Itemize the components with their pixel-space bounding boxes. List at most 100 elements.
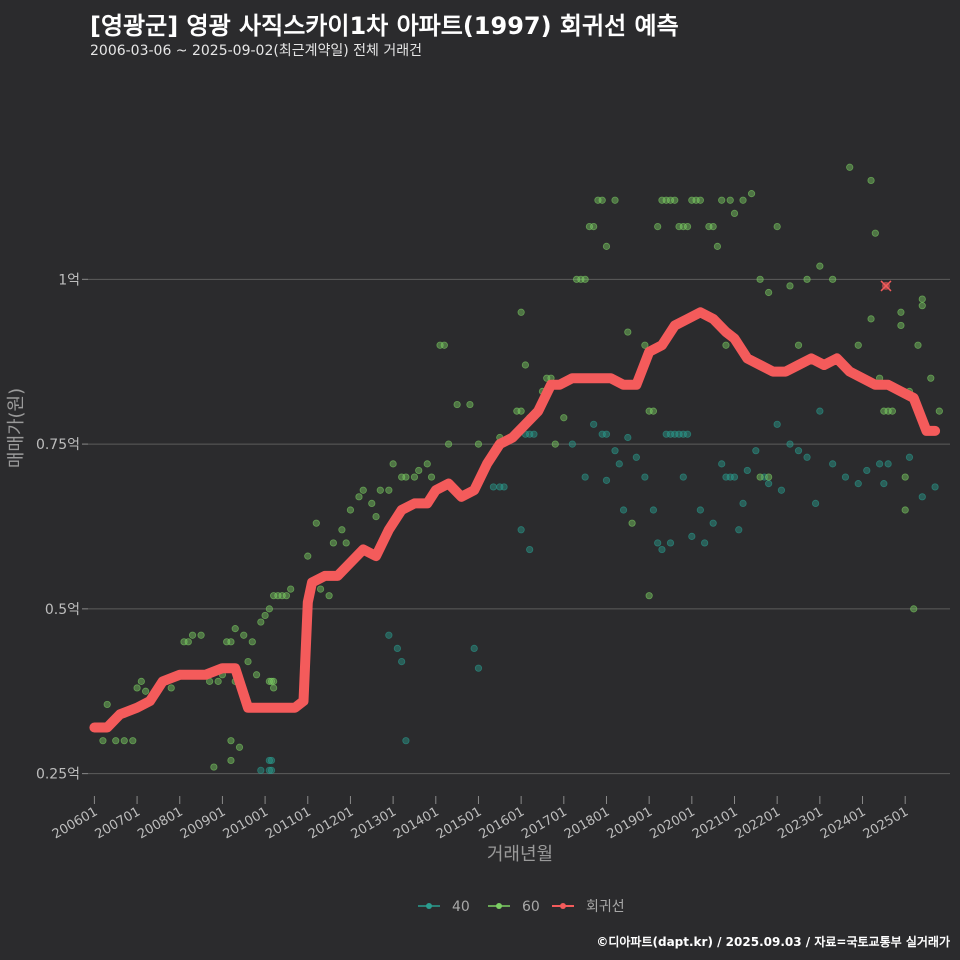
x-tick-label: 201201	[306, 804, 356, 842]
data-point-60	[910, 605, 918, 613]
data-point-60	[265, 605, 273, 613]
x-axis-title: 거래년월	[487, 844, 553, 865]
data-point-60	[709, 222, 717, 231]
data-point-60	[756, 275, 764, 283]
data-point-60	[628, 519, 636, 527]
data-point-40	[743, 466, 751, 475]
legend-label: 60	[522, 899, 540, 915]
data-point-60	[713, 242, 722, 250]
data-point-60	[888, 407, 896, 415]
data-point-60	[747, 190, 756, 198]
data-point-60	[112, 737, 120, 745]
legend: 40 60 회귀선	[418, 899, 625, 915]
data-point-60	[918, 295, 926, 303]
data-point-60	[683, 222, 692, 231]
data-point-60	[227, 756, 235, 765]
data-point-60	[590, 222, 598, 231]
data-point-60	[346, 506, 355, 514]
x-tick-label: 201801	[562, 804, 612, 842]
data-point-60	[560, 414, 568, 422]
data-point-40	[803, 453, 811, 461]
data-point-60	[927, 374, 935, 382]
legend-item-40: 40	[418, 899, 470, 915]
x-tick-label: 201401	[391, 804, 441, 842]
data-point-60	[914, 341, 922, 349]
data-point-60	[624, 328, 632, 336]
data-point-60	[188, 631, 197, 639]
data-point-60	[649, 407, 658, 415]
data-point-40	[641, 473, 649, 481]
x-tick-label: 200901	[178, 804, 228, 842]
data-point-60	[231, 625, 239, 633]
data-point-40	[526, 545, 534, 554]
data-point-40	[615, 460, 623, 468]
data-point-40	[863, 466, 871, 475]
data-point-60	[854, 341, 862, 349]
data-point-40	[649, 506, 658, 514]
data-point-60	[282, 592, 291, 600]
data-point-60	[901, 506, 909, 514]
data-point-60	[402, 473, 410, 481]
data-point-40	[530, 430, 538, 438]
data-point-60	[671, 196, 679, 204]
data-point-60	[867, 315, 875, 323]
data-point-60	[338, 526, 346, 534]
data-point-40	[257, 766, 265, 774]
data-point-60	[325, 592, 333, 600]
data-point-40	[517, 526, 525, 534]
data-point-60	[641, 341, 649, 349]
data-point-60	[252, 671, 261, 679]
x-tick-label: 200601	[50, 804, 100, 842]
data-point-40	[718, 460, 726, 468]
data-point-40	[829, 460, 837, 468]
data-point-60	[415, 466, 423, 475]
legend-swatch-dot	[426, 903, 432, 909]
data-point-60	[359, 486, 367, 494]
data-point-60	[214, 677, 222, 685]
data-point-60	[897, 321, 905, 330]
data-point-60	[765, 288, 773, 297]
legend-label: 40	[452, 899, 470, 915]
x-tick-label: 202101	[690, 804, 740, 842]
scatter-points	[99, 163, 943, 774]
data-point-40	[474, 664, 483, 672]
data-point-60	[726, 196, 734, 204]
x-tick-label: 201601	[477, 804, 527, 842]
data-point-40	[624, 433, 632, 442]
data-point-60	[602, 242, 611, 250]
data-point-60	[440, 341, 448, 349]
data-point-60	[312, 519, 320, 527]
data-point-60	[829, 275, 837, 283]
data-point-60	[270, 684, 278, 692]
chart-subtitle: 2006-03-06 ~ 2025-09-02(최근계약일) 전체 거래건	[90, 43, 422, 59]
y-tick-label: 1억	[58, 272, 80, 288]
data-point-60	[453, 400, 461, 409]
data-point-40	[500, 483, 508, 491]
data-point-40	[666, 539, 675, 547]
data-point-60	[261, 611, 269, 620]
x-tick-label: 201101	[263, 804, 313, 842]
data-point-60	[240, 631, 248, 639]
data-point-60	[427, 473, 436, 481]
source-caption: ©디아파트(dapt.kr) / 2025.09.03 / 자료=국토교통부 실…	[596, 935, 950, 949]
data-point-60	[267, 677, 276, 685]
data-point-40	[816, 407, 824, 415]
data-point-60	[773, 222, 781, 231]
y-tick-labels: 0.25억 0.5억 0.75억 1억	[36, 272, 80, 782]
legend-swatch-dot	[496, 903, 502, 909]
data-point-40	[581, 473, 589, 481]
data-point-40	[602, 430, 611, 438]
data-point-60	[901, 473, 909, 481]
grid-layer	[82, 278, 950, 804]
data-point-60	[342, 539, 350, 547]
data-point-60	[103, 700, 111, 709]
data-point-60	[184, 638, 192, 646]
data-point-40	[265, 756, 273, 765]
data-point-60	[598, 196, 606, 204]
x-tick-label: 200701	[93, 804, 143, 842]
data-point-60	[645, 592, 653, 600]
data-point-60	[227, 638, 235, 646]
data-point-60	[521, 361, 530, 369]
prediction-marker-cross	[880, 280, 892, 292]
